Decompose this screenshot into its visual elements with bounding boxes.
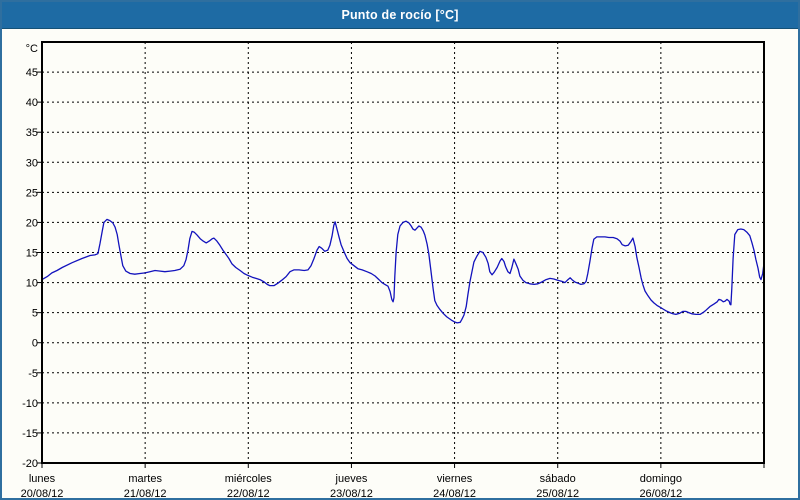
day-name-label: lunes: [29, 473, 56, 485]
day-date-label: 26/08/12: [639, 488, 682, 500]
day-date-label: 20/08/12: [21, 488, 64, 500]
svg-text:0: 0: [32, 338, 38, 350]
svg-text:5: 5: [32, 308, 38, 320]
day-name-label: martes: [128, 473, 162, 485]
axis-ticks: [37, 71, 765, 468]
series-lines: [41, 218, 765, 324]
svg-text:15: 15: [26, 248, 38, 260]
svg-text:-10: -10: [22, 398, 38, 410]
svg-text:40: 40: [26, 97, 38, 109]
svg-text:10: 10: [26, 278, 38, 290]
svg-text:35: 35: [26, 127, 38, 139]
svg-text:20: 20: [26, 217, 38, 229]
day-date-label: 24/08/12: [433, 488, 476, 500]
day-name-label: jueves: [335, 473, 368, 485]
day-date-label: 23/08/12: [330, 488, 373, 500]
chart-title-bar: Punto de rocío [°C]: [2, 2, 798, 29]
y-axis-unit-label: °C: [26, 43, 38, 55]
chart-title: Punto de rocío [°C]: [341, 8, 459, 22]
day-name-label: domingo: [640, 473, 682, 485]
svg-text:-20: -20: [22, 458, 38, 470]
day-name-label: miércoles: [225, 473, 273, 485]
day-name-label: viernes: [437, 473, 473, 485]
dewpoint-series-line: [41, 218, 765, 324]
day-date-label: 25/08/12: [536, 488, 579, 500]
svg-text:-15: -15: [22, 428, 38, 440]
y-tick-labels: 45 40 35 30 25 20 15 10 5 0 -5 -10 -15 -20 °C: [22, 43, 38, 470]
grid-lines: [42, 42, 764, 463]
svg-text:30: 30: [26, 157, 38, 169]
day-name-label: sábado: [540, 473, 576, 485]
x-axis-day-labels: lunes 20/08/12 martes 21/08/12 miércoles 22/0…: [21, 473, 683, 500]
day-date-label: 21/08/12: [124, 488, 167, 500]
plot-frame: [41, 41, 765, 464]
svg-text:-5: -5: [28, 368, 38, 380]
day-date-label: 22/08/12: [227, 488, 270, 500]
svg-text:45: 45: [26, 67, 38, 79]
svg-text:25: 25: [26, 187, 38, 199]
